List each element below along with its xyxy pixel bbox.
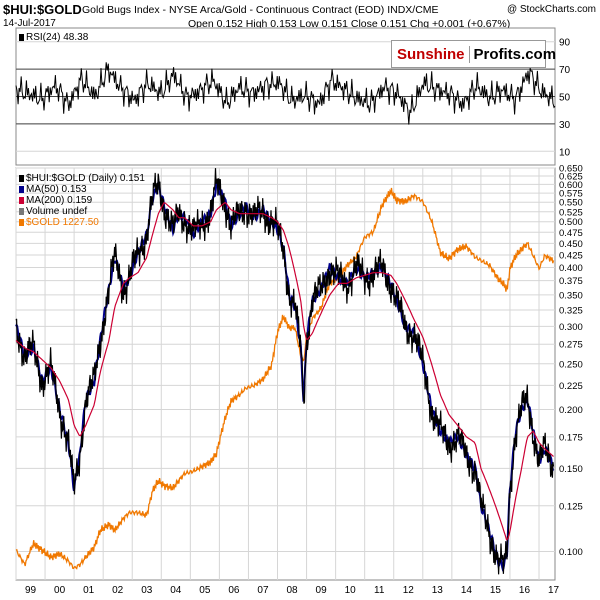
rsi-swatch: [19, 34, 24, 41]
year-tick-label: 16: [519, 585, 531, 596]
chart-date: 14-Jul-2017: [3, 18, 56, 29]
price-tick-label: 0.250: [559, 359, 583, 370]
year-tick-label: 14: [461, 585, 473, 596]
legend-ma200: MA(200) 0.159: [19, 195, 145, 206]
year-tick-label: 08: [286, 585, 298, 596]
year-tick-label: 00: [54, 585, 66, 596]
price-tick-label: 0.500: [559, 217, 583, 228]
price-tick-label: 0.375: [559, 276, 583, 287]
price-frame: [15, 167, 556, 581]
ohlc-readout: Open 0.152 High 0.153 Low 0.151 Close 0.…: [188, 18, 511, 30]
year-tick-label: 07: [257, 585, 269, 596]
price-tick-label: 0.625: [559, 172, 583, 183]
price-tick-label: 0.300: [559, 322, 583, 333]
price-tick-label: 0.125: [559, 501, 583, 512]
year-tick-label: 03: [141, 585, 153, 596]
hui-gold-ratio-line: [15, 168, 555, 575]
price-tick-label: 0.325: [559, 306, 583, 317]
price-tick-label: 0.225: [559, 381, 583, 392]
brand-part-2: Profits.com: [473, 45, 557, 63]
legend-ma50: MA(50) 0.153: [19, 184, 145, 195]
year-tick-label: 99: [25, 585, 37, 596]
year-tick-label: 06: [228, 585, 240, 596]
price-tick-label: 0.275: [559, 340, 583, 351]
price-legend: $HUI:$GOLD (Daily) 0.151 MA(50) 0.153 MA…: [19, 173, 145, 228]
rsi-legend: RSI(24) 48.38: [19, 32, 88, 43]
year-tick-label: 09: [316, 585, 328, 596]
price-tick-label: 0.150: [559, 464, 583, 475]
rsi-tick-label: 30: [559, 120, 571, 131]
rsi-tick-label: 90: [559, 38, 571, 49]
rsi-line: [15, 62, 556, 125]
year-tick-label: 01: [83, 585, 95, 596]
rsi-legend-text: RSI(24) 48.38: [26, 32, 89, 43]
legend-gold: $GOLD 1227.50: [19, 217, 145, 228]
price-tick-label: 0.575: [559, 189, 583, 200]
rsi-tick-label: 70: [559, 65, 571, 76]
price-tick-label: 0.425: [559, 251, 583, 262]
gold-price-line: [15, 187, 555, 570]
stockcharts-watermark: @ StockCharts.com: [506, 4, 596, 15]
brand-part-1: Sunshine: [392, 45, 470, 63]
year-tick-label: 15: [490, 585, 502, 596]
year-tick-label: 12: [403, 585, 415, 596]
price-tick-label: 0.100: [559, 547, 583, 558]
price-tick-label: 0.550: [559, 198, 583, 209]
price-panel: 0.6500.6250.6000.5750.5500.5250.5000.475…: [15, 164, 583, 596]
year-tick-label: 02: [112, 585, 124, 596]
price-tick-label: 0.200: [559, 405, 583, 416]
year-tick-label: 13: [432, 585, 444, 596]
price-tick-label: 0.600: [559, 180, 583, 191]
year-tick-label: 05: [199, 585, 211, 596]
price-tick-label: 0.525: [559, 207, 583, 218]
year-tick-label: 17: [548, 585, 560, 596]
price-tick-label: 0.350: [559, 290, 583, 301]
price-tick-label: 0.650: [559, 164, 583, 175]
rsi-tick-label: 10: [559, 147, 571, 158]
year-tick-label: 04: [170, 585, 182, 596]
sunshine-profits-logo: Sunshine Profits.com: [391, 40, 556, 68]
legend-title: $HUI:$GOLD (Daily) 0.151: [19, 173, 145, 184]
price-tick-label: 0.175: [559, 432, 583, 443]
price-tick-label: 0.450: [559, 239, 583, 250]
rsi-tick-label: 50: [559, 93, 571, 104]
legend-volume: Volume undef: [19, 206, 145, 217]
price-tick-label: 0.400: [559, 263, 583, 274]
year-tick-label: 10: [345, 585, 357, 596]
price-tick-label: 0.475: [559, 228, 583, 239]
ma200-line: [15, 202, 554, 541]
chart-description: Gold Bugs Index - NYSE Arca/Gold - Conti…: [82, 4, 439, 16]
year-tick-label: 11: [374, 585, 385, 596]
chart-symbol: $HUI:$GOLD: [3, 2, 82, 17]
